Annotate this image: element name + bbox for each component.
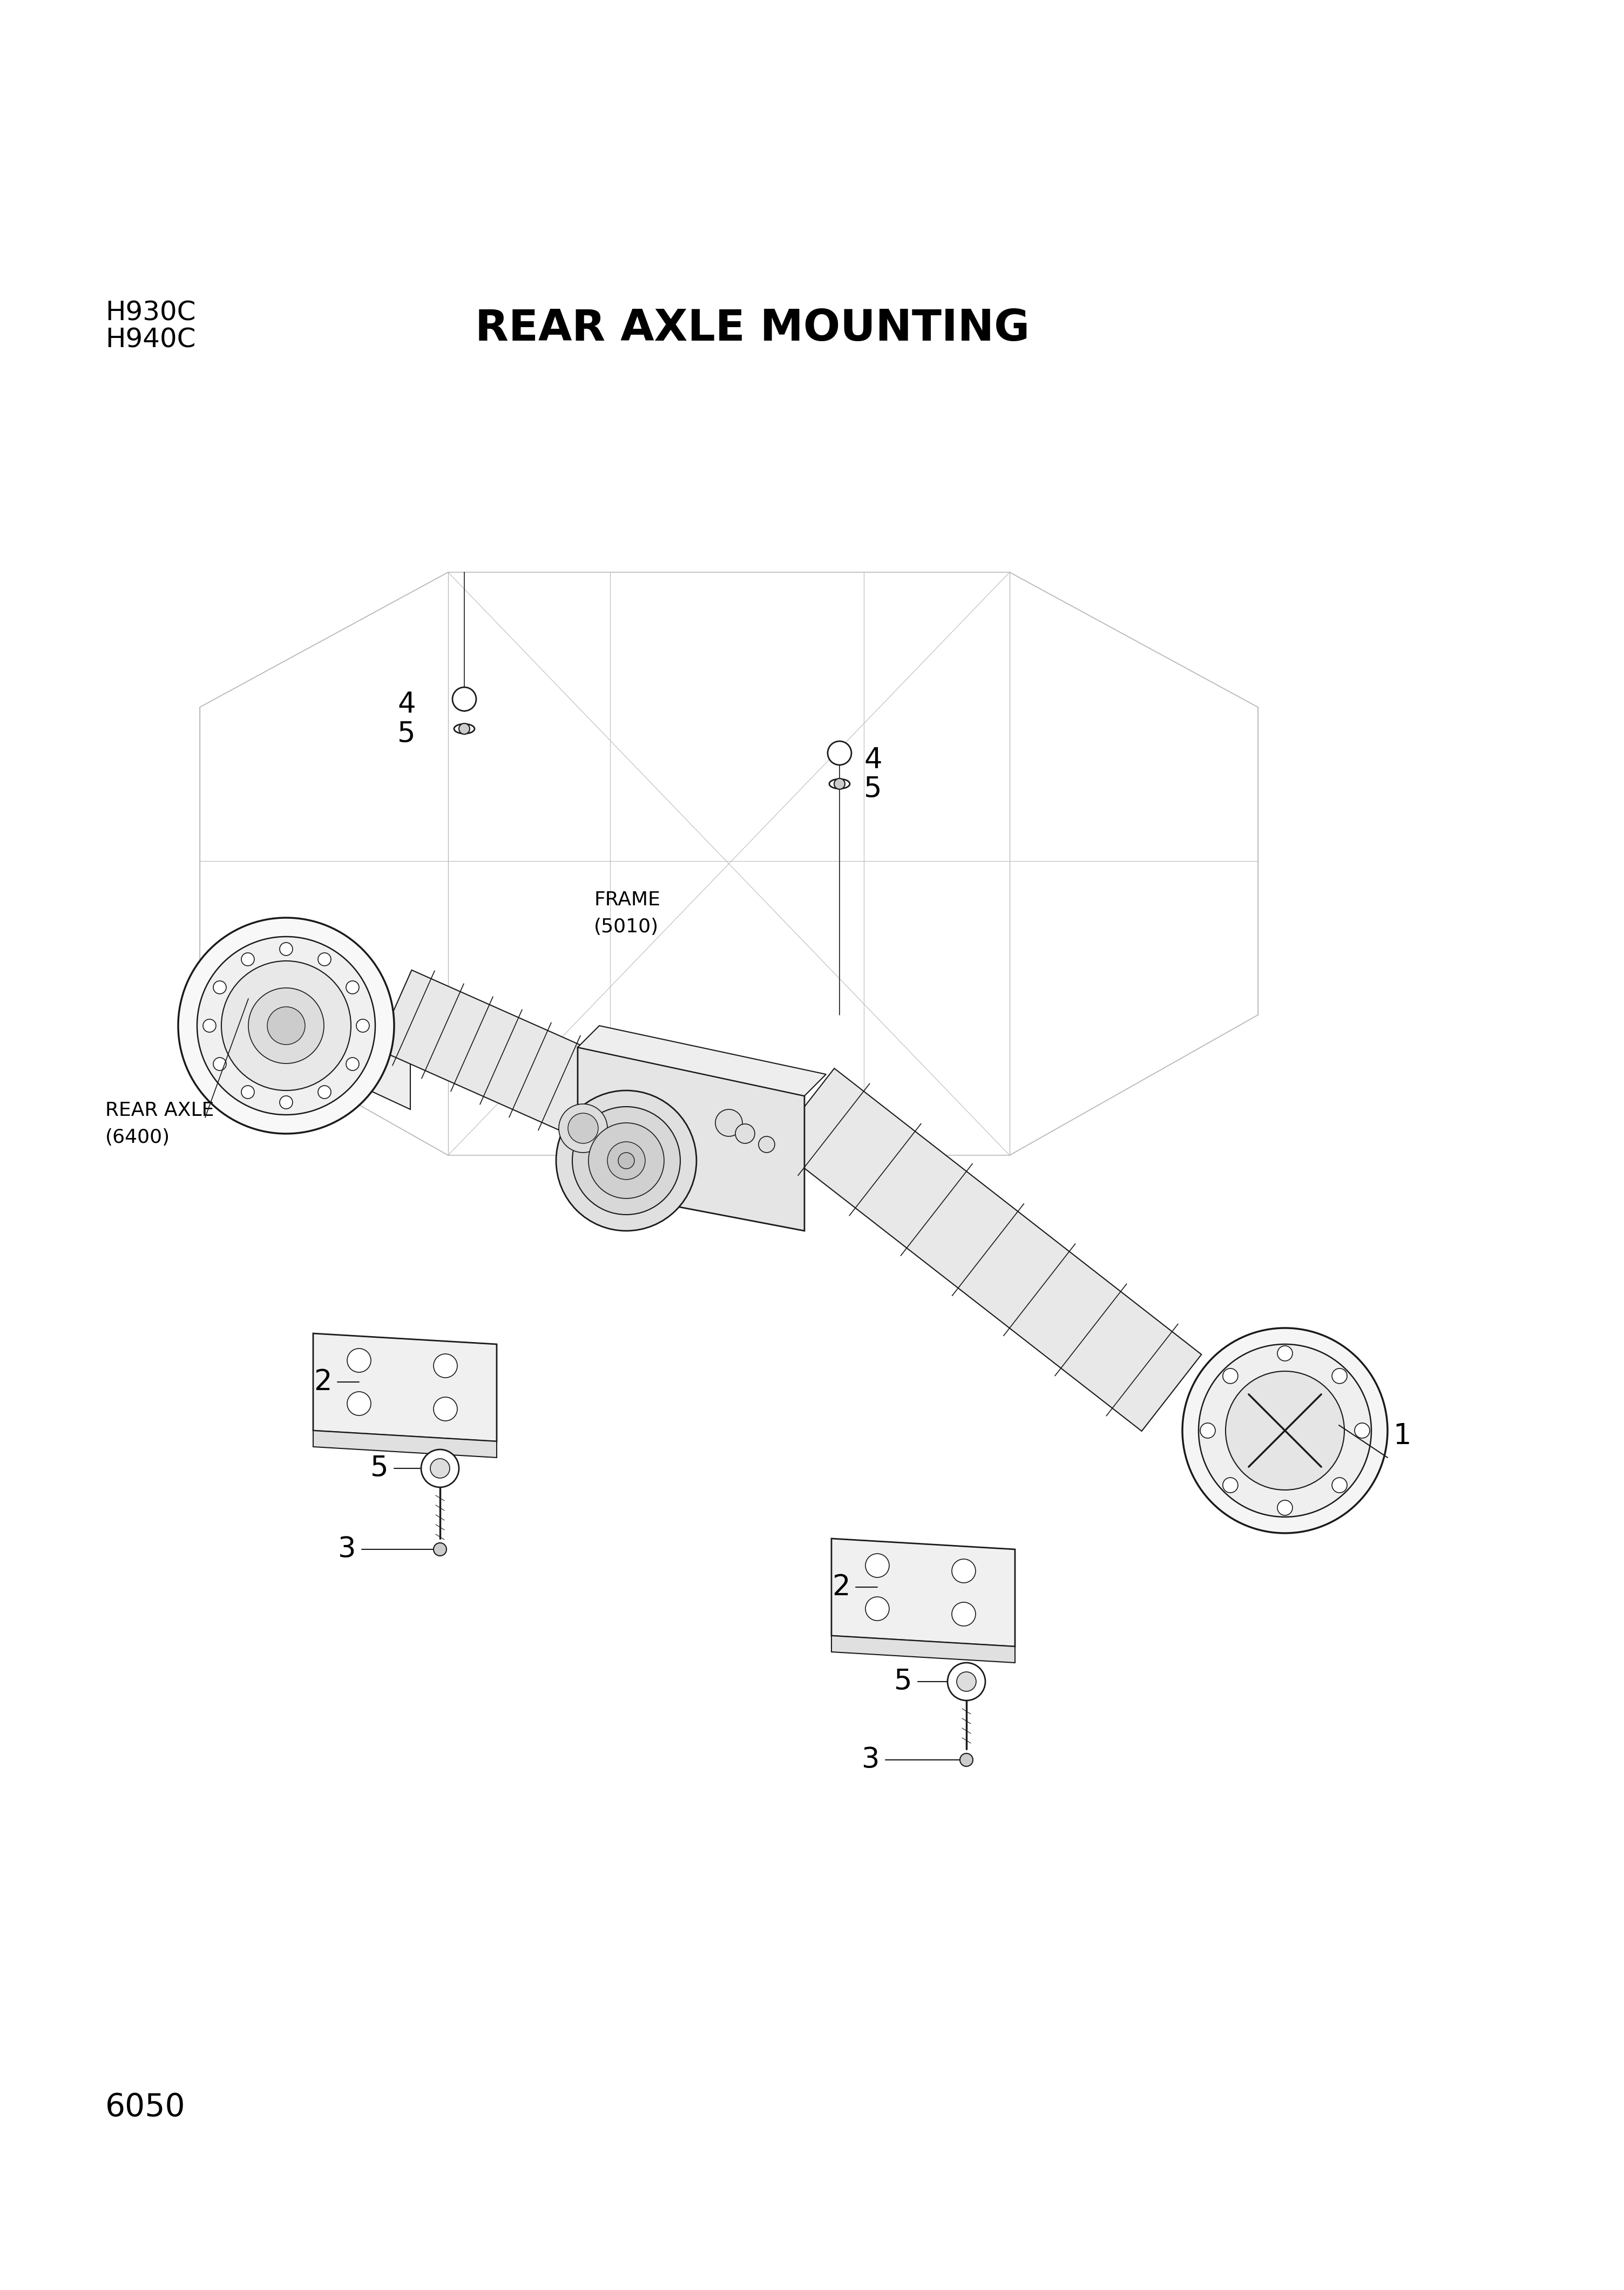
Circle shape <box>213 1058 226 1069</box>
Circle shape <box>866 1596 890 1621</box>
Circle shape <box>221 962 351 1090</box>
Circle shape <box>318 1085 331 1099</box>
Circle shape <box>268 1008 305 1044</box>
Circle shape <box>346 1058 359 1069</box>
Polygon shape <box>831 1539 1015 1647</box>
Polygon shape <box>313 1333 497 1440</box>
Circle shape <box>1354 1422 1369 1438</box>
Text: 5: 5 <box>895 1667 913 1695</box>
Circle shape <box>572 1106 680 1214</box>
Circle shape <box>460 724 469 735</box>
Text: 5: 5 <box>398 719 416 749</box>
Circle shape <box>430 1459 450 1477</box>
Text: 1: 1 <box>1393 1422 1411 1450</box>
Polygon shape <box>377 971 606 1136</box>
Circle shape <box>568 1113 598 1143</box>
Text: 2: 2 <box>313 1367 331 1397</box>
Circle shape <box>318 953 331 966</box>
Polygon shape <box>831 1635 1015 1663</box>
Circle shape <box>607 1143 645 1179</box>
Circle shape <box>348 1392 370 1415</box>
Circle shape <box>952 1559 976 1582</box>
Polygon shape <box>200 572 1259 1154</box>
Circle shape <box>179 918 395 1134</box>
Circle shape <box>346 980 359 994</box>
Circle shape <box>947 1663 986 1701</box>
Text: REAR AXLE: REAR AXLE <box>106 1101 214 1120</box>
Circle shape <box>348 1349 370 1372</box>
Circle shape <box>1182 1328 1387 1532</box>
Circle shape <box>453 687 476 710</box>
Text: 6050: 6050 <box>106 2091 185 2123</box>
Text: FRAME: FRAME <box>594 891 661 909</box>
Circle shape <box>619 1152 635 1168</box>
Circle shape <box>828 742 851 765</box>
Circle shape <box>1200 1422 1215 1438</box>
Circle shape <box>279 1097 292 1108</box>
Circle shape <box>356 1019 369 1033</box>
Circle shape <box>957 1672 976 1692</box>
Circle shape <box>421 1450 460 1486</box>
Circle shape <box>1332 1369 1346 1383</box>
Circle shape <box>248 987 323 1063</box>
Circle shape <box>434 1543 447 1555</box>
Circle shape <box>588 1122 664 1198</box>
Circle shape <box>434 1353 458 1379</box>
Circle shape <box>1226 1372 1345 1491</box>
Circle shape <box>1199 1344 1371 1516</box>
Text: H930C: H930C <box>106 300 197 325</box>
Circle shape <box>1278 1500 1293 1516</box>
Circle shape <box>197 937 375 1115</box>
Polygon shape <box>775 1069 1202 1431</box>
Circle shape <box>242 1085 255 1099</box>
Text: 4: 4 <box>864 747 882 774</box>
Circle shape <box>279 943 292 955</box>
Polygon shape <box>294 996 411 1108</box>
Text: 4: 4 <box>398 692 416 719</box>
Circle shape <box>866 1553 890 1578</box>
Circle shape <box>960 1754 973 1766</box>
Polygon shape <box>313 1431 497 1456</box>
Circle shape <box>555 1090 697 1230</box>
Text: (6400): (6400) <box>106 1129 171 1147</box>
Circle shape <box>952 1603 976 1626</box>
Circle shape <box>758 1136 775 1152</box>
Circle shape <box>1223 1369 1237 1383</box>
Polygon shape <box>578 1026 827 1097</box>
Text: H940C: H940C <box>106 327 197 353</box>
Circle shape <box>242 953 255 966</box>
Text: 2: 2 <box>831 1573 851 1601</box>
Circle shape <box>434 1397 458 1420</box>
Polygon shape <box>578 1047 804 1230</box>
Text: 5: 5 <box>864 776 882 804</box>
Text: 3: 3 <box>862 1745 880 1775</box>
Circle shape <box>1278 1347 1293 1360</box>
Text: (5010): (5010) <box>594 918 659 937</box>
Ellipse shape <box>455 724 474 733</box>
Text: 5: 5 <box>370 1454 388 1482</box>
Circle shape <box>1223 1477 1237 1493</box>
Text: REAR AXLE MOUNTING: REAR AXLE MOUNTING <box>476 307 1030 350</box>
Circle shape <box>736 1124 755 1143</box>
Circle shape <box>203 1019 216 1033</box>
Circle shape <box>835 779 844 790</box>
Circle shape <box>1332 1477 1346 1493</box>
Circle shape <box>715 1108 742 1136</box>
Circle shape <box>213 980 226 994</box>
Text: 3: 3 <box>338 1534 356 1564</box>
Circle shape <box>559 1104 607 1152</box>
Ellipse shape <box>830 779 849 788</box>
